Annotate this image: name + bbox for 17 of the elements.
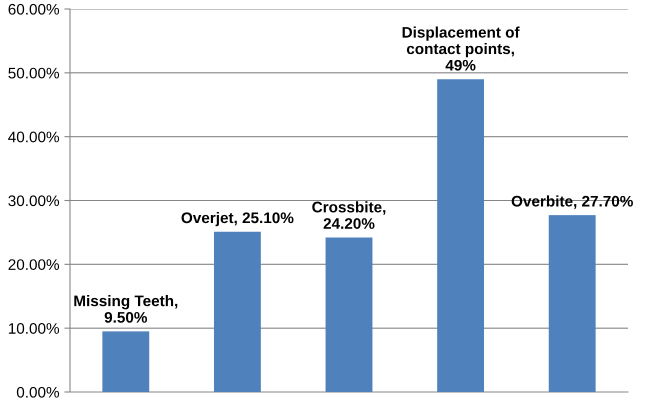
bar: [214, 232, 261, 392]
y-tick-label: 50.00%: [8, 68, 60, 79]
data-label: Displacement of contact points, 49%: [402, 26, 520, 71]
data-label: Overbite, 27.70%: [512, 195, 633, 209]
y-tick-label: 40.00%: [8, 132, 60, 142]
bar: [326, 238, 372, 392]
data-label: Overjet, 25.10%: [182, 212, 294, 226]
bar: [437, 79, 484, 392]
y-tick-label: 30.00%: [8, 195, 60, 206]
y-tick-label: 0.00%: [16, 386, 60, 398]
data-label: Crossbite, 24.20%: [312, 201, 386, 229]
y-tick-label: 10.00%: [8, 323, 60, 334]
y-tick-label: 60.00%: [8, 4, 60, 15]
bar: [102, 331, 150, 392]
y-tick-label: 20.00%: [8, 259, 60, 270]
data-label: Missing Teeth, 9.50%: [74, 295, 178, 323]
bar: [548, 215, 596, 392]
